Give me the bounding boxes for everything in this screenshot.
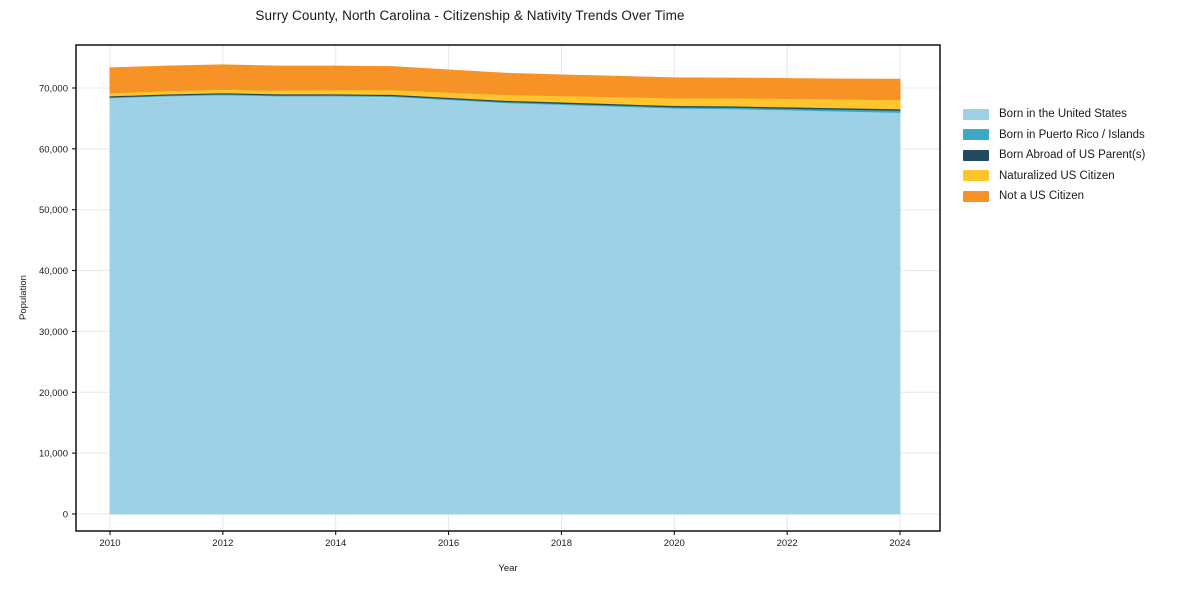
y-tick-label: 40,000 (39, 266, 68, 277)
chart-legend: Born in the United States Born in Puerto … (963, 104, 1189, 207)
legend-item[interactable]: Naturalized US Citizen (963, 166, 1189, 187)
x-axis-label: Year (498, 563, 518, 574)
legend-swatch (963, 108, 989, 120)
legend-item[interactable]: Born in Puerto Rico / Islands (963, 125, 1189, 146)
legend-swatch (963, 170, 989, 182)
legend-label: Born in the United States (999, 108, 1127, 121)
y-tick-label: 70,000 (39, 84, 68, 95)
x-tick-label: 2024 (889, 538, 910, 549)
legend-item[interactable]: Born in the United States (963, 104, 1189, 125)
chart-title: Surry County, North Carolina - Citizensh… (255, 8, 685, 23)
plot-border (75, 44, 941, 532)
y-tick-label: 30,000 (39, 327, 68, 338)
x-tick-label: 2016 (438, 538, 459, 549)
y-tick-label: 20,000 (39, 388, 68, 399)
legend-swatch (963, 149, 989, 161)
legend-label: Not a US Citizen (999, 190, 1085, 203)
x-tick-label: 2014 (325, 538, 346, 549)
area-series (109, 94, 901, 515)
x-tick-label: 2012 (212, 538, 233, 549)
area-series (109, 64, 901, 101)
x-tick-label: 2022 (777, 538, 798, 549)
legend-item[interactable]: Born Abroad of US Parent(s) (963, 145, 1189, 166)
y-tick-label: 60,000 (39, 144, 68, 155)
axis-ticks: 0 10,000 20,000 30,000 40,000 50,000 60,000 70,… (39, 84, 911, 550)
y-tick-label: 50,000 (39, 205, 68, 216)
legend-label: Naturalized US Citizen (999, 169, 1115, 182)
y-tick-label: 10,000 (39, 449, 68, 460)
legend-item[interactable]: Not a US Citizen (963, 186, 1189, 207)
x-tick-label: 2018 (551, 538, 572, 549)
axes (75, 44, 941, 532)
x-tick-label: 2010 (99, 538, 120, 549)
legend-label: Born Abroad of US Parent(s) (999, 149, 1146, 162)
legend-label: Born in Puerto Rico / Islands (999, 128, 1145, 141)
y-tick-label: 0 (63, 510, 68, 521)
legend-swatch (963, 190, 989, 202)
x-tick-label: 2020 (664, 538, 685, 549)
legend-swatch (963, 129, 989, 141)
y-axis-label: Population (18, 275, 29, 320)
area-series-group (109, 64, 901, 515)
